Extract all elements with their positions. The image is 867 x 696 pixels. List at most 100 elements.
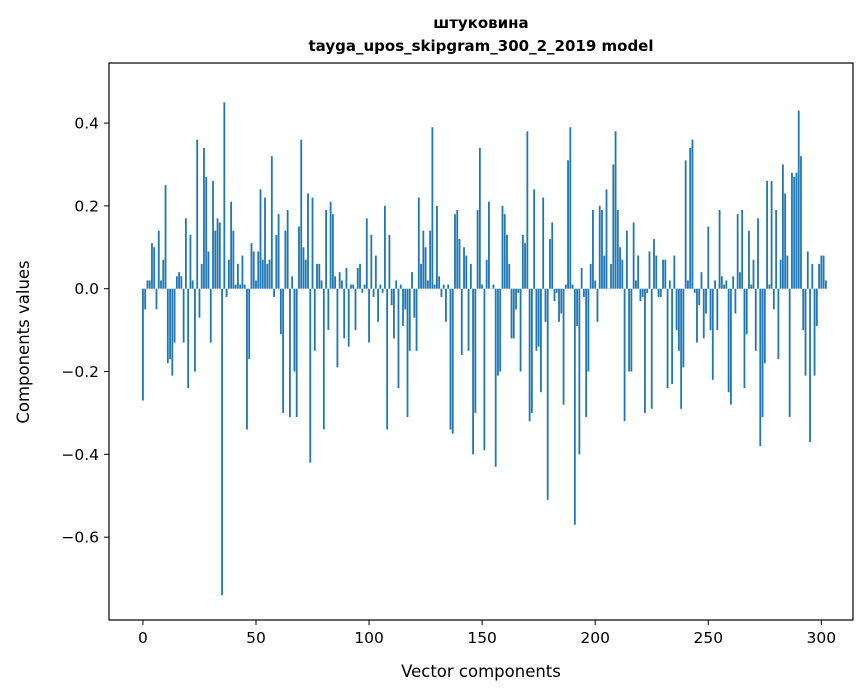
bar-239 — [682, 288, 685, 368]
bar-111 — [393, 288, 395, 339]
bar-214 — [625, 230, 628, 289]
bar-218 — [635, 280, 637, 289]
bar-290 — [797, 110, 800, 289]
bar-287 — [791, 172, 793, 289]
bar-257 — [723, 284, 726, 289]
bar-108 — [386, 288, 389, 430]
bar-273 — [759, 288, 762, 447]
bar-168 — [521, 234, 524, 289]
bar-4 — [151, 243, 153, 289]
bar-240 — [684, 160, 687, 289]
bars-group — [142, 102, 827, 596]
bar-104 — [377, 288, 380, 322]
bar-194 — [580, 267, 583, 289]
bar-216 — [630, 288, 633, 372]
x-axis-ticks: 0 50 100 150 200 250 300 — [138, 620, 836, 647]
bar-118 — [408, 288, 411, 351]
bar-131 — [438, 276, 441, 289]
chart-subtitle: tayga_upos_skipgram_300_2_2019 model — [309, 37, 654, 55]
bar-253 — [714, 280, 716, 289]
bar-152 — [485, 259, 488, 289]
bar-6 — [155, 288, 158, 310]
bar-283 — [781, 164, 784, 289]
bar-71 — [302, 247, 305, 289]
bar-109 — [388, 234, 391, 289]
bar-268 — [748, 230, 750, 289]
bar-161 — [506, 234, 508, 289]
bar-20 — [187, 288, 190, 389]
bar-224 — [648, 251, 651, 289]
bar-78 — [318, 263, 321, 289]
bar-43 — [239, 284, 242, 289]
bar-269 — [750, 284, 753, 289]
bar-90 — [345, 267, 348, 289]
bar-213 — [623, 288, 626, 422]
bar-234 — [671, 288, 673, 384]
bar-296 — [811, 263, 814, 289]
bar-246 — [698, 288, 701, 306]
bar-265 — [741, 210, 744, 289]
bar-16 — [178, 272, 181, 289]
bar-198 — [589, 263, 592, 289]
bar-166 — [517, 288, 520, 293]
bar-159 — [501, 205, 504, 289]
bar-89 — [343, 288, 346, 339]
bar-83 — [329, 201, 332, 289]
bar-96 — [359, 263, 361, 289]
bar-12 — [169, 288, 171, 360]
bar-121 — [415, 288, 418, 351]
bar-146 — [472, 288, 474, 455]
bar-142 — [463, 247, 465, 289]
bar-139 — [456, 210, 459, 289]
bar-276 — [766, 181, 768, 289]
bar-149 — [478, 147, 481, 289]
chart-title: штуковина — [433, 14, 528, 32]
bar-112 — [395, 280, 398, 289]
bar-59 — [275, 234, 278, 289]
bar-77 — [316, 263, 318, 289]
bar-31 — [212, 181, 214, 289]
bar-135 — [447, 284, 450, 289]
bar-251 — [709, 288, 712, 331]
bar-34 — [218, 222, 221, 289]
bar-150 — [481, 284, 484, 289]
bar-0 — [142, 288, 144, 401]
bar-160 — [503, 214, 506, 289]
bar-176 — [540, 288, 542, 393]
bar-186 — [562, 288, 565, 405]
bar-212 — [621, 259, 624, 289]
bar-58 — [273, 288, 275, 297]
bar-196 — [585, 288, 588, 418]
bar-61 — [279, 288, 282, 335]
bar-105 — [379, 284, 382, 289]
bar-23 — [194, 288, 196, 372]
bar-266 — [743, 288, 746, 389]
y-tick-label: −0.6 — [61, 529, 99, 547]
bar-91 — [347, 288, 350, 347]
bar-293 — [804, 288, 807, 376]
bar-127 — [429, 230, 432, 289]
bar-202 — [598, 205, 601, 289]
bar-24 — [196, 139, 199, 289]
bar-299 — [818, 263, 820, 289]
y-axis-label: Components values — [14, 260, 33, 423]
bar-42 — [237, 263, 239, 289]
y-tick-label: 0.2 — [74, 197, 99, 215]
bar-124 — [422, 230, 425, 289]
bar-145 — [469, 263, 472, 289]
bar-279 — [772, 288, 775, 310]
bar-54 — [264, 197, 266, 289]
bar-130 — [436, 205, 438, 289]
bar-195 — [582, 288, 585, 297]
bar-172 — [530, 288, 533, 413]
bar-274 — [761, 288, 764, 418]
bar-107 — [383, 205, 386, 289]
x-tick-label: 300 — [807, 629, 837, 647]
bar-167 — [519, 288, 522, 372]
bar-254 — [716, 288, 719, 331]
bar-221 — [641, 288, 644, 297]
bar-267 — [745, 288, 748, 335]
bar-73 — [307, 193, 309, 289]
bar-113 — [397, 288, 400, 389]
bar-286 — [788, 288, 791, 418]
